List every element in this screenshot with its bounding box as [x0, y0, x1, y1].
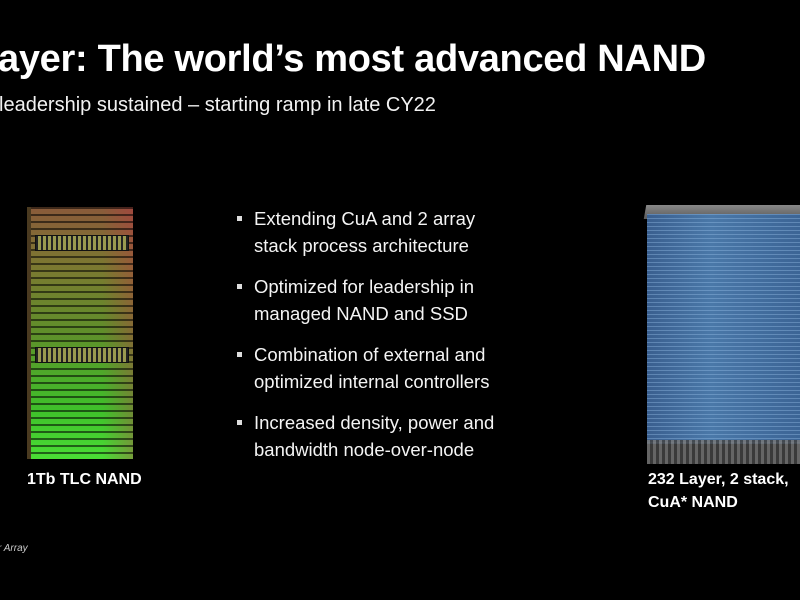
nand-stack-base: [647, 440, 800, 464]
bullet-item: Increased density, power and bandwidth no…: [236, 409, 566, 463]
bullet-item: Extending CuA and 2 array stack process a…: [236, 205, 566, 259]
bullet-icon: [237, 216, 242, 221]
right-image-caption-line2: CuA* NAND: [648, 494, 738, 511]
die-band: [35, 347, 129, 363]
tlc-nand-die-image: [27, 207, 133, 459]
bullet-icon: [237, 284, 242, 289]
left-image-caption: 1Tb TLC NAND: [27, 471, 142, 488]
slide-title: ayer: The world’s most advanced NAND: [0, 38, 706, 80]
bullet-item: Combination of external and optimized int…: [236, 341, 566, 395]
nand-3d-stack-image: [647, 214, 800, 444]
die-band: [35, 235, 129, 251]
bullet-icon: [237, 352, 242, 357]
right-image-caption-line1: 232 Layer, 2 stack,: [648, 471, 789, 488]
bullet-item: Optimized for leadership in managed NAND …: [236, 273, 566, 327]
slide-subtitle: leadership sustained – starting ramp in …: [0, 94, 436, 116]
bullet-icon: [237, 420, 242, 425]
bullet-list: Extending CuA and 2 array stack process a…: [236, 205, 566, 477]
footnote: r Array: [0, 543, 28, 554]
